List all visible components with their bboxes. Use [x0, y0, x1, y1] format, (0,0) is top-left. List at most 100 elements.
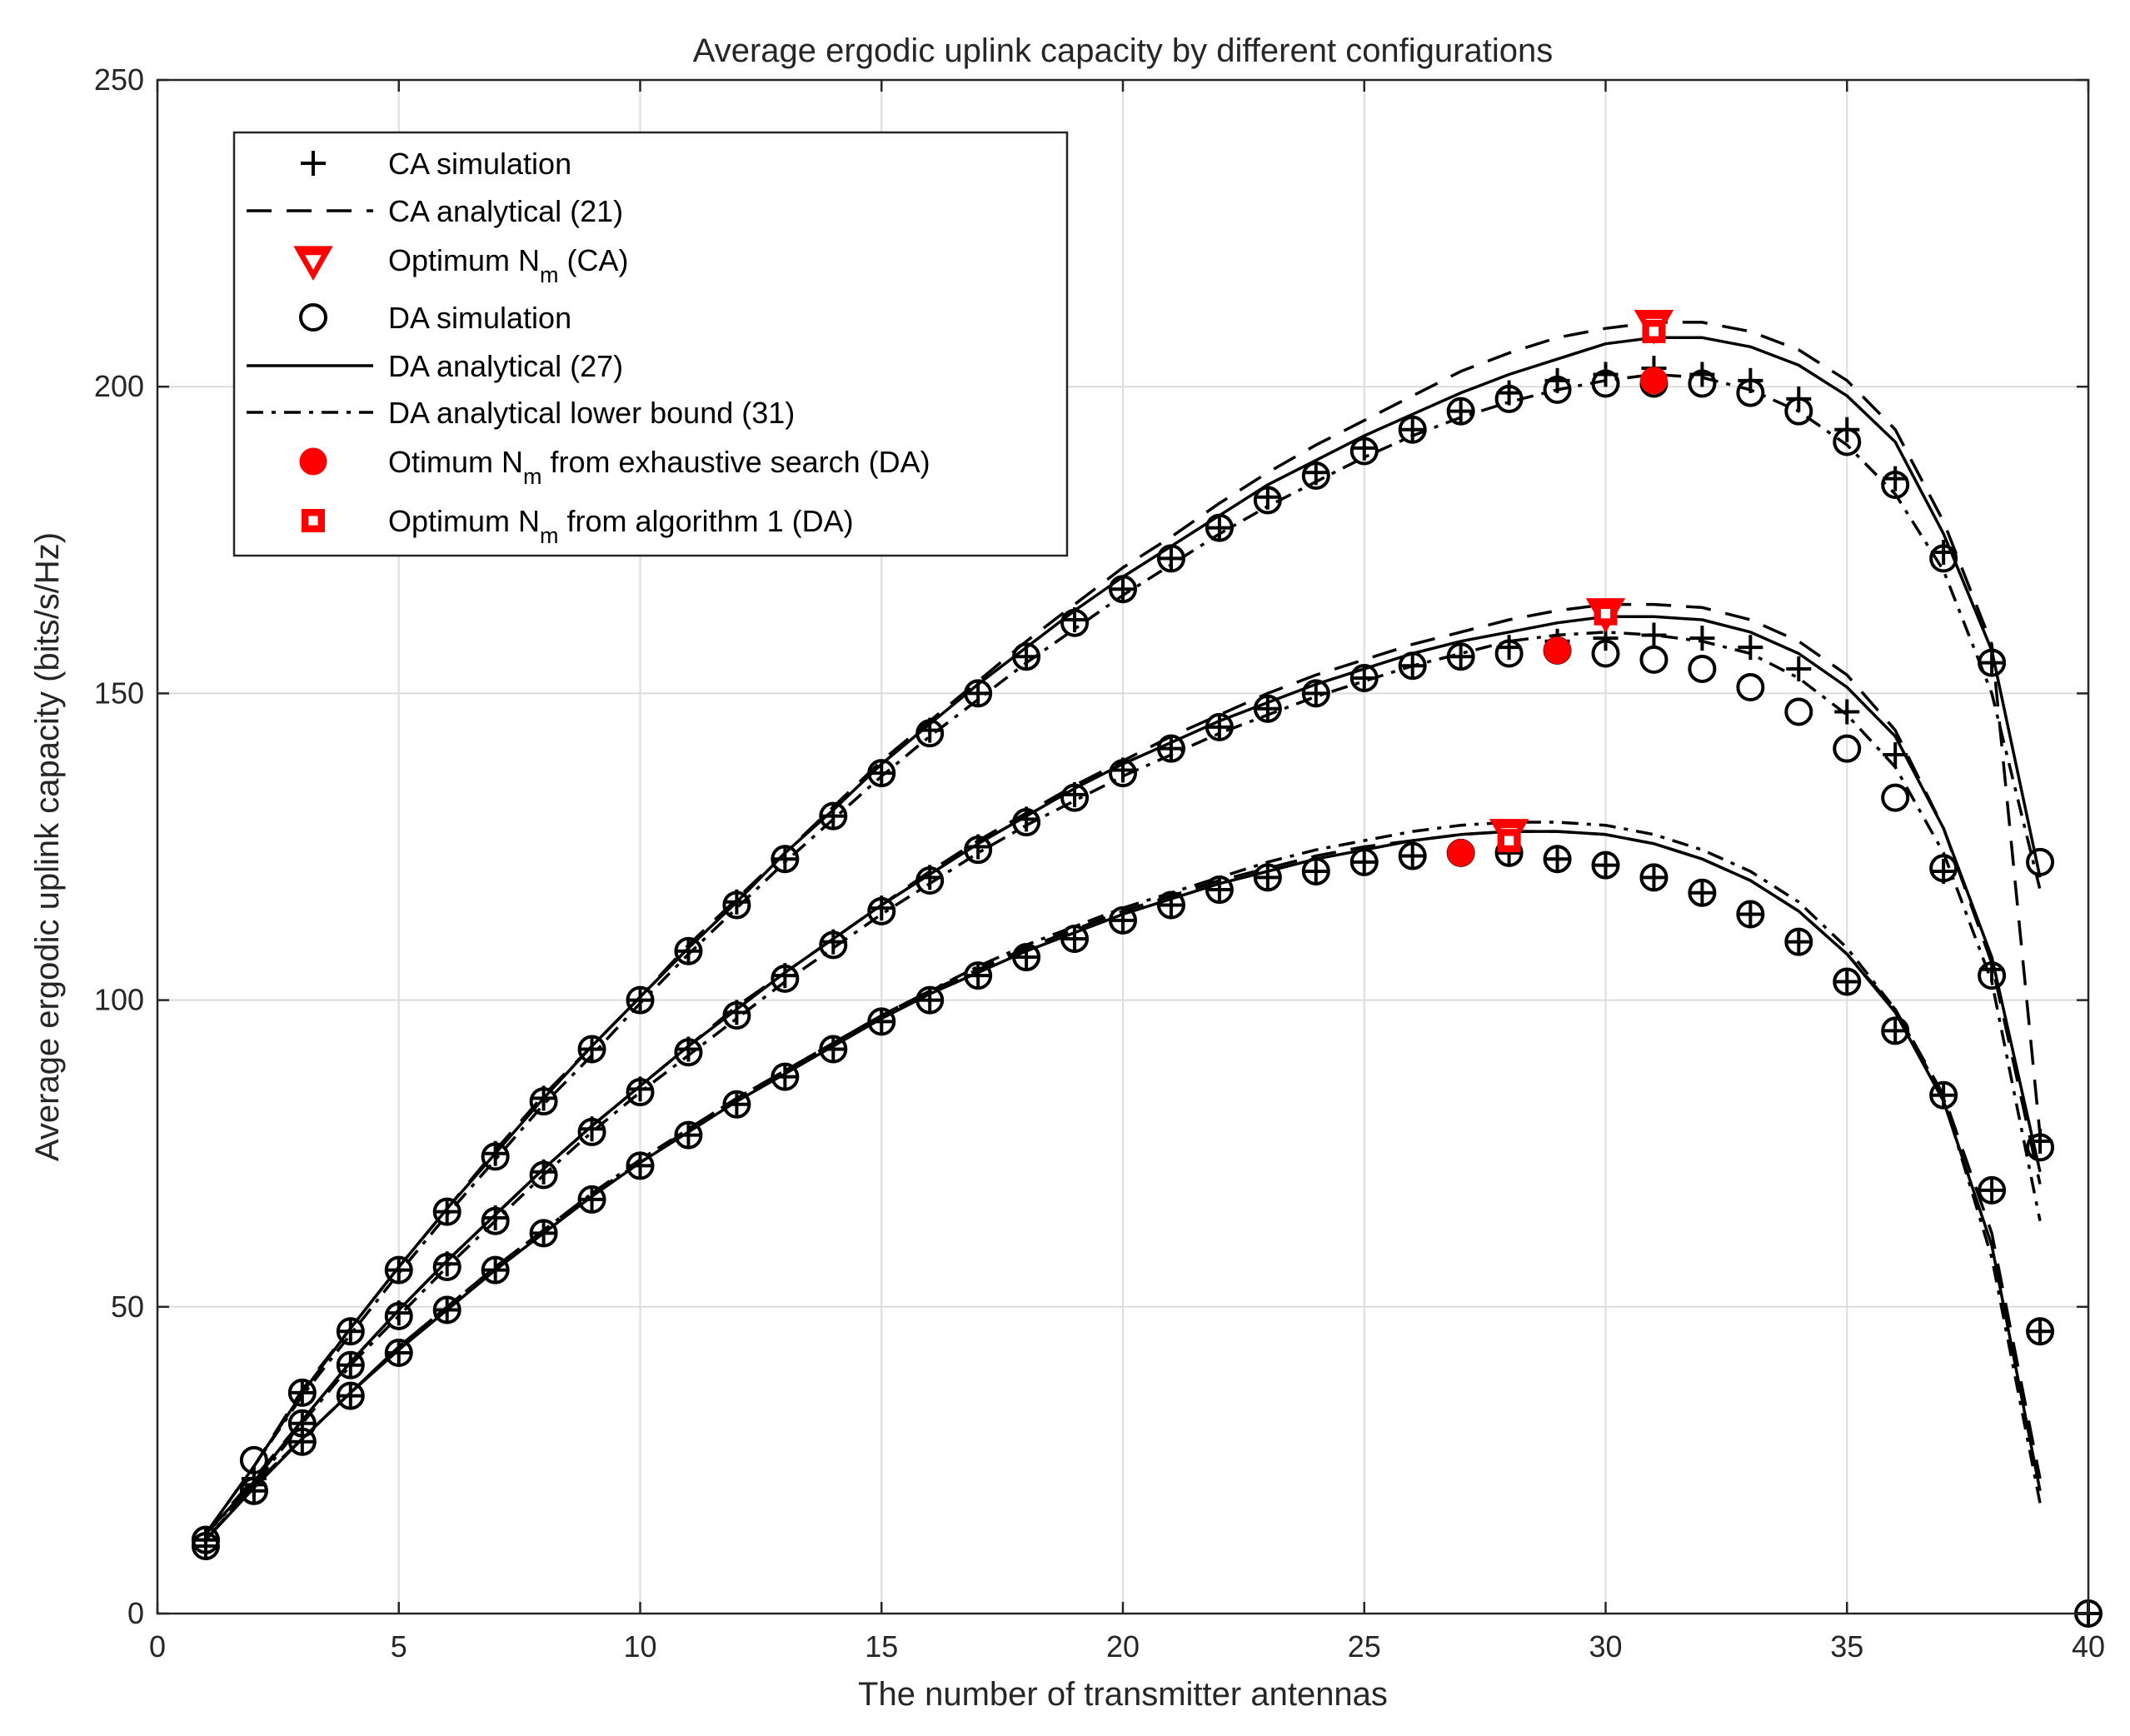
ca-simulation-point: [1303, 460, 1329, 486]
ca-simulation-point: [1834, 699, 1860, 725]
ca-simulation-point: [386, 1340, 412, 1366]
legend-item-da-sim: DA simulation: [299, 301, 571, 335]
ca-simulation-point: [1496, 635, 1522, 661]
ca-simulation-point: [1206, 714, 1232, 740]
ca-simulation-point: [1014, 945, 1040, 970]
legend-item-ca-sim: CA simulation: [301, 147, 571, 181]
ca-simulation-point: [1931, 1082, 1957, 1108]
ca-simulation-point: [965, 963, 991, 989]
ca-simulation-point: [1979, 956, 2005, 982]
da-simulation-point: [1688, 654, 1717, 683]
ca-simulation-point: [627, 987, 653, 1013]
ca-simulation-point: [917, 717, 943, 743]
ca-simulation-point: [1351, 435, 1377, 461]
ca-simulation-point: [1738, 901, 1763, 927]
optimum-algorithm-point: [1594, 601, 1618, 626]
ca-simulation-point: [627, 1076, 653, 1102]
ca-simulation-point: [1834, 417, 1860, 442]
ca-simulation-point: [1303, 858, 1329, 884]
ca-simulation-point: [772, 1064, 798, 1090]
ca-simulation-point: [579, 1036, 605, 1062]
legend-label: DA analytical (27): [388, 349, 623, 383]
ca-simulation-point: [1062, 781, 1088, 807]
plus-icon: [301, 151, 326, 176]
ca-simulation-point: [676, 1122, 701, 1148]
ca-simulation-point: [1448, 644, 1474, 670]
ca-simulation-point: [676, 938, 701, 964]
legend: CA simulation CA analytical (21) Optimum N…: [232, 131, 1069, 557]
da-simulation-point: [2026, 847, 2055, 876]
ca-simulation-point: [386, 1300, 412, 1326]
ca-simulation-point: [772, 846, 798, 872]
ca-simulation-point: [1206, 877, 1232, 903]
ca-simulation-point: [917, 987, 943, 1013]
ca-simulation-point: [1014, 806, 1040, 832]
ca-simulation-point: [1931, 540, 1957, 566]
y-tick-label: 0: [127, 1596, 144, 1630]
ca-simulation-point: [289, 1379, 315, 1405]
optimum-exhaustive-point: [1639, 367, 1668, 395]
legend-label: CA analytical (21): [388, 194, 623, 228]
ca-simulation-point: [531, 1159, 556, 1185]
x-tick-label: 35: [1830, 1629, 1863, 1664]
y-axis-title: Average ergodic uplink capacity (bits/s/…: [29, 532, 66, 1161]
ca-simulation-point: [1158, 546, 1184, 571]
y-tick-label: 200: [94, 369, 144, 403]
ca-simulation-point: [1689, 880, 1715, 905]
legend-item-ca-an: CA analytical (21): [247, 194, 623, 228]
legend-label: Optimum Nm from algorithm 1 (DA): [388, 504, 854, 548]
ca-simulation-point: [289, 1429, 315, 1454]
x-tick-label: 25: [1348, 1629, 1381, 1664]
ca-simulation-point: [1883, 466, 1908, 491]
legend-item-da-an: DA analytical (27): [247, 349, 623, 383]
legend-label: DA simulation: [388, 301, 571, 335]
ca-simulation-point: [965, 834, 991, 860]
ca-simulation-point: [579, 1116, 605, 1142]
ca-simulation-point: [1351, 849, 1377, 875]
x-tick-label: 30: [1589, 1629, 1622, 1664]
ca-simulation-point: [1062, 607, 1088, 633]
ca-simulation-point: [627, 1153, 653, 1179]
legend-box: [232, 131, 1069, 557]
ca-simulation-point: [1544, 367, 1570, 393]
y-tick-label: 250: [94, 62, 144, 97]
ca-simulation-point: [1399, 843, 1425, 869]
series-line-ca-an: [204, 321, 2042, 1535]
optimum-exhaustive-point: [1447, 839, 1475, 867]
ca-simulation-point: [724, 1000, 750, 1025]
ca-simulation-point: [724, 1091, 750, 1117]
ca-simulation-point: [337, 1383, 363, 1409]
optimum-algorithm-point: [1642, 319, 1666, 343]
ca-simulation-point: [337, 1352, 363, 1378]
ca-simulation-point: [482, 1205, 508, 1231]
ca-simulation-point: [1206, 515, 1232, 541]
ca-simulation-point: [1351, 665, 1377, 691]
ca-simulation-point: [1062, 925, 1088, 951]
chart-title: Average ergodic uplink capacity by diffe…: [693, 32, 1553, 69]
ca-simulation-point: [1738, 635, 1763, 661]
ca-simulation-point: [1883, 1018, 1908, 1044]
ca-simulation-point: [531, 1085, 556, 1111]
x-tick-label: 10: [623, 1629, 656, 1664]
ca-simulation-point: [1979, 1177, 2005, 1203]
legend-item-opt-alg: Optimum Nm from algorithm 1 (DA): [302, 504, 854, 548]
ca-simulation-point: [1255, 484, 1280, 510]
ca-simulation-point: [192, 1533, 218, 1559]
ca-simulation-point: [2028, 1128, 2053, 1154]
ca-simulation-point: [821, 1036, 846, 1062]
legend-label: Optimum Nm (CA): [388, 243, 629, 287]
y-tick-label: 100: [94, 983, 144, 1017]
ca-simulation-point: [434, 1199, 460, 1225]
ca-simulation-point: [1641, 865, 1667, 890]
ca-simulation-point: [917, 865, 943, 890]
ca-simulation-point: [434, 1297, 460, 1323]
ca-simulation-point: [965, 681, 991, 706]
legend-item-da-lb: DA analytical lower bound (31): [247, 396, 795, 430]
ca-simulation-point: [1255, 865, 1280, 890]
ca-simulation-point: [724, 889, 750, 915]
ca-simulation-point: [531, 1220, 556, 1246]
da-simulation-point: [1881, 783, 1910, 812]
ca-simulation-point: [1496, 380, 1522, 406]
ca-simulation-point: [1786, 929, 1812, 955]
